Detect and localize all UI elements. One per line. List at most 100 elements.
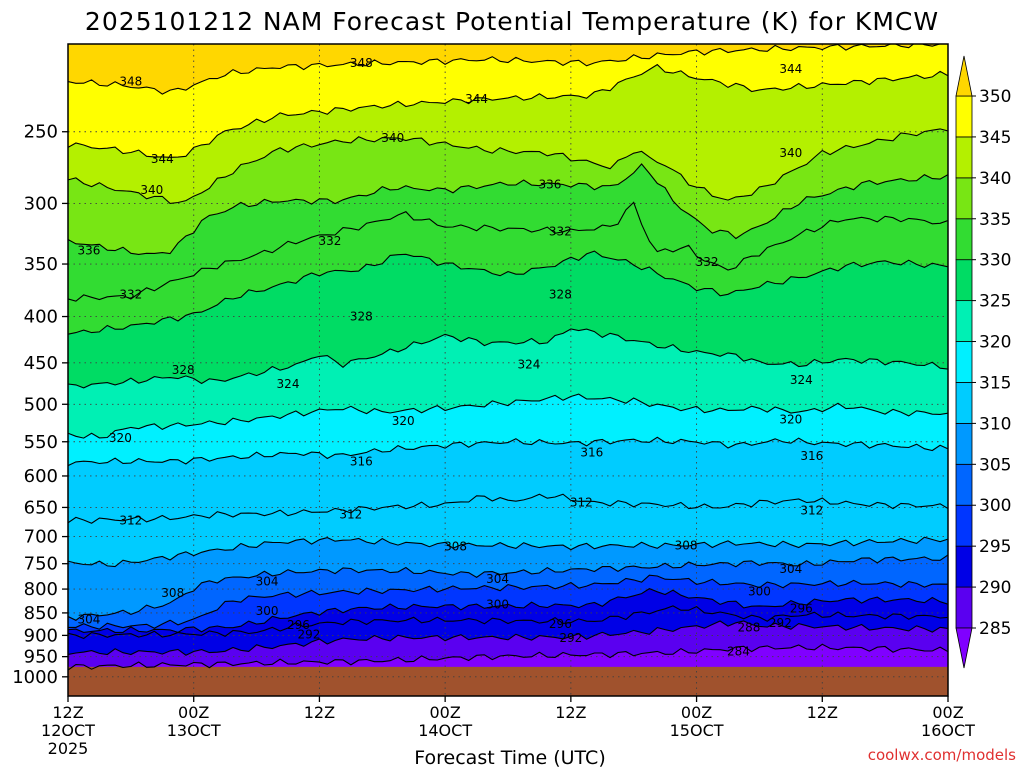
isentrope-308 bbox=[68, 536, 948, 568]
colorbar-segment bbox=[955, 259, 973, 302]
grid-lines bbox=[68, 44, 948, 696]
colorbar-segment bbox=[955, 586, 973, 629]
colorbar-label: 290 bbox=[979, 578, 1011, 598]
colorbar-label: 310 bbox=[979, 414, 1011, 434]
colorbar-segment bbox=[955, 341, 973, 383]
contour-label: 340 bbox=[381, 131, 404, 145]
x-tick-label: 13OCT bbox=[167, 721, 221, 740]
contour-label: 332 bbox=[696, 255, 719, 269]
contour-label: 340 bbox=[779, 146, 802, 160]
y-tick-label: 850 bbox=[24, 603, 58, 624]
contour-label: 328 bbox=[350, 310, 373, 324]
x-tick-label: 2025 bbox=[48, 739, 89, 758]
isentrope-316 bbox=[68, 436, 948, 467]
contour-label: 292 bbox=[559, 631, 582, 645]
isentrope-336 bbox=[68, 163, 948, 255]
contour-label: 332 bbox=[549, 224, 572, 238]
contour-labels: 348 348 344 344 340 344 340 340 336 336 332 332 332 3… bbox=[77, 56, 823, 658]
contour-label: 336 bbox=[77, 243, 100, 257]
contour-label: 324 bbox=[517, 358, 540, 372]
contour-label: 332 bbox=[318, 234, 341, 248]
contour-label: 332 bbox=[119, 287, 142, 301]
contour-label: 304 bbox=[256, 575, 279, 589]
x-tick-label: 00Z bbox=[429, 703, 460, 722]
colorbar-max-arrow bbox=[955, 55, 973, 97]
pressure-axis: 2503003504004505005506006507007508008509… bbox=[12, 122, 68, 688]
x-tick-label: 12OCT bbox=[41, 721, 95, 740]
colorbar-label: 325 bbox=[979, 292, 1011, 312]
contour-label: 312 bbox=[339, 508, 362, 522]
contour-label: 348 bbox=[350, 56, 373, 70]
contour-label: 328 bbox=[172, 363, 195, 377]
isentrope-348 bbox=[68, 44, 945, 95]
x-tick-label: 00Z bbox=[681, 703, 712, 722]
colorbar-segment bbox=[955, 504, 973, 547]
x-tick-label: 14OCT bbox=[418, 721, 472, 740]
y-tick-label: 300 bbox=[24, 193, 58, 214]
y-tick-label: 950 bbox=[24, 647, 58, 668]
contour-label: 304 bbox=[779, 562, 802, 576]
colorbar-segment bbox=[955, 136, 973, 179]
plot-area: 348 348 344 344 340 344 340 340 336 336 332 332 332 3… bbox=[68, 44, 948, 696]
y-tick-label: 500 bbox=[24, 394, 58, 415]
x-tick-label: 16OCT bbox=[921, 721, 975, 740]
contour-label: 336 bbox=[538, 178, 561, 192]
contour-label: 316 bbox=[350, 454, 373, 468]
isentrope-344 bbox=[68, 63, 948, 158]
contour-label: 300 bbox=[486, 597, 509, 611]
theta-fill-bands bbox=[68, 44, 948, 696]
colorbar-segment bbox=[955, 545, 973, 588]
contour-label: 344 bbox=[465, 92, 488, 106]
colorbar-label: 300 bbox=[979, 496, 1011, 516]
contour-label: 328 bbox=[549, 287, 572, 301]
colorbar-label: 295 bbox=[979, 537, 1011, 557]
isentrope-284 bbox=[68, 643, 948, 671]
colorbar-label: 340 bbox=[979, 169, 1011, 189]
colorbar-segment bbox=[955, 300, 973, 342]
contour-label: 324 bbox=[277, 377, 300, 391]
y-tick-label: 400 bbox=[24, 307, 58, 328]
colorbar-label: 330 bbox=[979, 251, 1011, 271]
contour-label: 300 bbox=[748, 585, 771, 599]
contour-label: 312 bbox=[800, 503, 823, 517]
y-tick-label: 250 bbox=[24, 122, 58, 143]
contour-label: 308 bbox=[161, 586, 184, 600]
x-tick-label: 12Z bbox=[807, 703, 838, 722]
colorbar-label: 335 bbox=[979, 210, 1011, 230]
colorbar-label: 320 bbox=[979, 333, 1011, 353]
colorbar-segment bbox=[955, 382, 973, 424]
plot-frame bbox=[67, 43, 949, 697]
colorbar-segment bbox=[955, 177, 973, 220]
contour-label: 316 bbox=[580, 445, 603, 459]
isentrope-340 bbox=[68, 128, 948, 204]
colorbar-segment bbox=[955, 422, 973, 465]
contour-label: 296 bbox=[790, 601, 813, 615]
y-tick-label: 650 bbox=[24, 497, 58, 518]
isentrope-296 bbox=[68, 587, 948, 633]
isentrope-lines bbox=[68, 44, 948, 671]
x-axis-label: Forecast Time (UTC) bbox=[414, 747, 605, 768]
contour-label: 316 bbox=[800, 449, 823, 463]
contour-label: 320 bbox=[109, 431, 132, 445]
chart-title: 2025101212 NAM Forecast Potential Temper… bbox=[85, 7, 939, 36]
contour-label: 344 bbox=[151, 152, 174, 166]
colorbar-label: 350 bbox=[979, 87, 1011, 107]
isentrope-332 bbox=[68, 201, 948, 302]
isentrope-320 bbox=[68, 393, 948, 439]
contour-label: 308 bbox=[675, 538, 698, 552]
contour-label: 292 bbox=[769, 616, 792, 630]
contour-label: 320 bbox=[779, 413, 802, 427]
colorbar-segment bbox=[955, 95, 973, 138]
y-tick-label: 900 bbox=[24, 625, 58, 646]
contour-label: 288 bbox=[737, 620, 760, 634]
x-tick-label: 00Z bbox=[178, 703, 209, 722]
contour-label: 348 bbox=[119, 74, 142, 88]
colorbar-label: 315 bbox=[979, 373, 1011, 393]
y-tick-label: 450 bbox=[24, 353, 58, 374]
x-tick-label: 15OCT bbox=[670, 721, 724, 740]
y-tick-label: 600 bbox=[24, 466, 58, 487]
x-tick-label: 12Z bbox=[555, 703, 586, 722]
isentrope-288 bbox=[68, 620, 948, 656]
y-tick-label: 550 bbox=[24, 432, 58, 453]
